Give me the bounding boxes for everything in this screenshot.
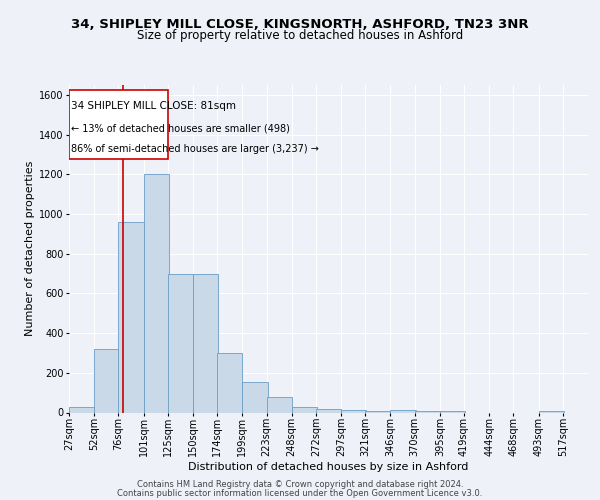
Bar xyxy=(316,409,341,412)
Text: 34 SHIPLEY MILL CLOSE: 81sqm: 34 SHIPLEY MILL CLOSE: 81sqm xyxy=(71,101,236,111)
Bar xyxy=(341,410,366,412)
Text: ← 13% of detached houses are smaller (498): ← 13% of detached houses are smaller (49… xyxy=(71,123,290,133)
Text: 34, SHIPLEY MILL CLOSE, KINGSNORTH, ASHFORD, TN23 3NR: 34, SHIPLEY MILL CLOSE, KINGSNORTH, ASHF… xyxy=(71,18,529,30)
Text: Size of property relative to detached houses in Ashford: Size of property relative to detached ho… xyxy=(137,29,463,42)
Y-axis label: Number of detached properties: Number of detached properties xyxy=(25,161,35,336)
Bar xyxy=(217,353,242,412)
Bar xyxy=(292,406,317,412)
Bar xyxy=(539,410,564,412)
Bar xyxy=(440,411,465,412)
Bar xyxy=(415,411,440,412)
Text: 86% of semi-detached houses are larger (3,237) →: 86% of semi-detached houses are larger (… xyxy=(71,144,319,154)
Bar xyxy=(365,410,391,412)
Bar xyxy=(193,274,218,412)
Bar xyxy=(69,90,168,158)
Bar xyxy=(168,274,193,412)
Bar xyxy=(391,410,416,412)
Bar xyxy=(69,406,94,412)
X-axis label: Distribution of detached houses by size in Ashford: Distribution of detached houses by size … xyxy=(188,462,469,471)
Bar xyxy=(143,174,169,412)
Text: Contains public sector information licensed under the Open Government Licence v3: Contains public sector information licen… xyxy=(118,488,482,498)
Bar xyxy=(242,382,268,412)
Bar xyxy=(266,396,292,412)
Text: Contains HM Land Registry data © Crown copyright and database right 2024.: Contains HM Land Registry data © Crown c… xyxy=(137,480,463,489)
Bar xyxy=(118,222,143,412)
Bar xyxy=(94,349,119,412)
